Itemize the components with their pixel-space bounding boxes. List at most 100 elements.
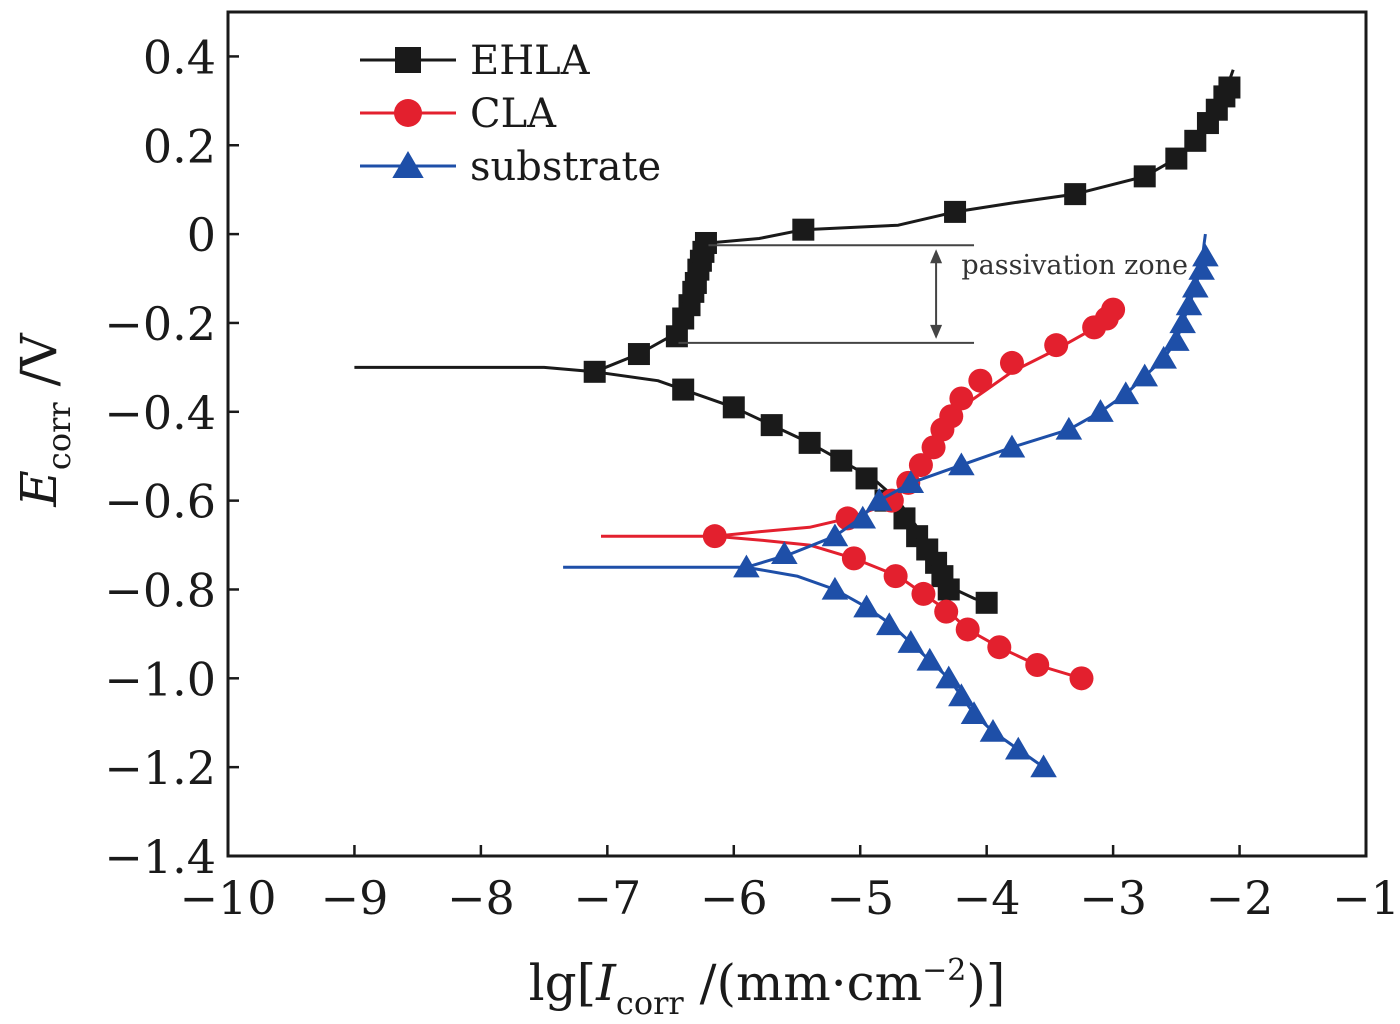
cla-point (1044, 333, 1069, 358)
substrate-point (935, 665, 963, 689)
cla-point (949, 386, 974, 411)
substrate-point (1004, 736, 1032, 760)
legend-label: EHLA (470, 38, 591, 84)
y-tick-label: 0.2 (143, 119, 216, 173)
legend-label: substrate (470, 144, 661, 190)
substrate-point (1182, 274, 1209, 298)
ehla-point (944, 200, 967, 223)
substrate-point (960, 701, 988, 724)
cla-point (908, 453, 933, 478)
ehla-point (798, 431, 821, 454)
substrate-point (998, 434, 1026, 458)
x-axis-title-var: I (595, 954, 617, 1012)
substrate-point (1192, 243, 1219, 267)
substrate-point (821, 576, 849, 600)
substrate-point (1112, 381, 1140, 405)
substrate-point (876, 612, 903, 636)
ehla-point (694, 231, 717, 254)
x-tick-label: −8 (447, 871, 515, 925)
ehla-point (1133, 165, 1156, 188)
cla-cathodic-line (714, 534, 1082, 680)
ehla-point (760, 414, 783, 437)
substrate-point (948, 452, 975, 476)
cla-point (702, 524, 727, 549)
cla-point (883, 564, 908, 589)
x-tick-label: −5 (826, 871, 894, 925)
x-tick-label: −2 (1206, 871, 1274, 925)
y-tick-label: −0.2 (104, 297, 216, 351)
cla-point (1101, 297, 1126, 322)
x-tick-label: −4 (953, 871, 1021, 925)
x-tick-label: −9 (321, 871, 389, 925)
ehla-point (583, 360, 606, 383)
legend-item-cla: CLA (360, 91, 557, 137)
substrate-point (1087, 399, 1114, 422)
plot-frame (226, 10, 1368, 858)
y-tick-label: −0.8 (104, 563, 216, 617)
substrate-point (1163, 328, 1190, 351)
legend-label: CLA (470, 91, 557, 137)
substrate-point (979, 718, 1007, 742)
y-tick-label: −1.4 (104, 830, 216, 884)
x-axis-title-suffix: )] (966, 954, 1005, 1012)
ehla-point (627, 343, 650, 366)
y-tick-label: −0.6 (104, 475, 216, 529)
y-tick-label: −1.2 (104, 741, 216, 795)
cla-point (934, 599, 959, 624)
ehla-point (893, 507, 916, 530)
passivation-zone-label: passivation zone (961, 250, 1188, 281)
x-tick-label: −6 (700, 871, 768, 925)
x-tick-label: −1 (1332, 871, 1400, 925)
ehla-point (722, 396, 745, 419)
legend-item-substrate: substrate (360, 144, 661, 190)
ehla-point (1184, 129, 1207, 152)
cla-point (1069, 666, 1094, 691)
series-substrate (563, 233, 1219, 778)
ehla-point (1165, 147, 1188, 170)
substrate-point (865, 487, 893, 511)
x-tick-label: −7 (573, 871, 641, 925)
substrate-point (897, 470, 925, 493)
x-tick-label: −10 (179, 871, 276, 925)
substrate-anodic-line (563, 233, 1207, 569)
ehla-point (830, 449, 853, 472)
y-axis-title-unit: /V (10, 333, 68, 403)
ehla-point (1064, 183, 1087, 206)
substrate-point (853, 594, 880, 618)
substrate-point (1169, 310, 1196, 334)
substrate-point (1131, 363, 1159, 387)
substrate-point (1175, 292, 1203, 316)
legend-marker (394, 99, 422, 127)
x-tick-label: −3 (1079, 871, 1147, 925)
legend-item-ehla: EHLA (360, 38, 591, 84)
passivation-arrow-head-up (930, 249, 943, 264)
substrate-point (1030, 754, 1057, 778)
x-axis-title: lg[Icorr /(mm·cm−2)] (529, 953, 1006, 1022)
ehla-point (792, 218, 815, 241)
y-tick-label: −1.0 (104, 652, 216, 706)
substrate-point (1188, 256, 1215, 280)
y-axis-title-sub: corr (40, 402, 78, 470)
cla-point (955, 617, 980, 642)
substrate-point (897, 630, 925, 653)
ehla-point (937, 578, 960, 601)
cla-point (921, 435, 946, 460)
x-axis-title-mid: /(mm·cm (684, 954, 922, 1012)
cla-point (1025, 652, 1050, 677)
cla-point (911, 581, 936, 606)
substrate-point (1150, 345, 1177, 369)
substrate-point (733, 554, 760, 578)
y-tick-label: −0.4 (104, 386, 216, 440)
ehla-point (1218, 76, 1241, 99)
cla-point (841, 546, 866, 571)
ehla-point (672, 378, 695, 401)
ehla-point (975, 591, 998, 614)
legend-marker (395, 47, 421, 73)
cla-point (999, 350, 1024, 375)
passivation-arrow-head-down (930, 324, 943, 339)
substrate-point (771, 541, 798, 565)
legend-marker (392, 151, 424, 178)
cla-point (987, 635, 1012, 660)
substrate-point (948, 683, 975, 707)
